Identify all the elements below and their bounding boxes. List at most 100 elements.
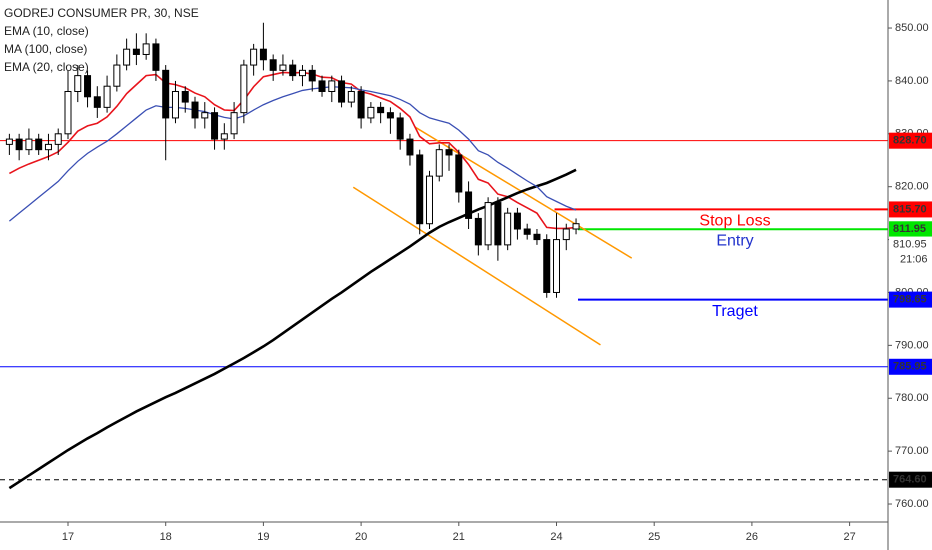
- candle-body: [54, 133, 62, 145]
- candle-body: [35, 138, 43, 151]
- level-label-box: [889, 291, 932, 308]
- level-label: 815.70: [893, 203, 927, 215]
- last-price-label: 810.95: [893, 238, 927, 250]
- candle-body: [220, 133, 228, 140]
- candle-body: [562, 228, 570, 241]
- candle-body: [533, 233, 541, 241]
- level-label-box: [889, 221, 932, 238]
- candle-body: [171, 90, 179, 119]
- candle-body: [377, 106, 385, 114]
- x-tick-label: 17: [62, 531, 74, 543]
- candle-body: [484, 202, 492, 246]
- candle-body: [425, 175, 433, 225]
- candle-body: [64, 90, 72, 135]
- candle-body: [494, 202, 502, 246]
- indicator-line: [8, 168, 577, 490]
- candle-body: [201, 112, 209, 119]
- candle-body: [553, 239, 561, 293]
- x-tick-label: 20: [355, 531, 367, 543]
- candle-body: [386, 112, 394, 119]
- candle-body: [5, 138, 13, 145]
- candle-body: [445, 149, 453, 156]
- x-tick-label: 18: [160, 531, 172, 543]
- candle-body: [230, 112, 238, 135]
- y-tick-label: 780.00: [895, 392, 929, 404]
- candle-body: [298, 69, 306, 77]
- candle-body: [93, 96, 101, 108]
- trend-line: [414, 126, 633, 259]
- y-tick-label: 770.00: [895, 445, 929, 457]
- candle-body: [357, 90, 365, 119]
- candle-body: [191, 101, 199, 119]
- level-label-box: [889, 201, 932, 218]
- candle-body: [338, 80, 346, 103]
- level-annotation: Traget: [712, 303, 758, 320]
- x-tick-label: 21: [453, 531, 465, 543]
- trend-line: [352, 186, 601, 346]
- candle-body: [15, 138, 23, 151]
- candle-body: [240, 64, 248, 114]
- level-label: 811.95: [893, 223, 926, 235]
- candle-body: [84, 75, 92, 98]
- candle-body: [25, 138, 33, 151]
- x-tick-label: 27: [843, 531, 855, 543]
- candle-body: [113, 64, 121, 87]
- candle-body: [406, 138, 414, 156]
- candle-body: [513, 212, 521, 230]
- candle-body: [132, 48, 140, 55]
- candle-body: [103, 85, 111, 108]
- candle-body: [504, 212, 512, 246]
- candle-body: [318, 80, 326, 92]
- level-label-box: [889, 471, 932, 488]
- level-label: 764.60: [893, 474, 927, 486]
- level-label-box: [889, 358, 932, 375]
- candle-body: [269, 59, 277, 71]
- candle-body: [455, 154, 463, 193]
- candle-body: [279, 64, 287, 71]
- candle-body: [74, 75, 82, 92]
- x-tick-label: 19: [257, 531, 269, 543]
- candle-body: [396, 117, 404, 140]
- y-tick-label: 820.00: [895, 181, 929, 193]
- x-tick-label: 25: [648, 531, 660, 543]
- candle-body: [152, 43, 160, 71]
- candle-body: [474, 217, 482, 246]
- candle-body: [347, 90, 355, 103]
- candle-body: [328, 80, 336, 92]
- countdown-label: 21:06: [900, 253, 928, 265]
- candle-body: [367, 106, 375, 119]
- candle-body: [308, 69, 316, 82]
- level-label-box: [889, 132, 932, 149]
- candle-body: [211, 112, 219, 140]
- x-tick-label: 26: [746, 531, 758, 543]
- candle-body: [289, 64, 297, 77]
- candle-body: [181, 90, 189, 103]
- candle-body: [162, 69, 170, 119]
- candle-body: [123, 48, 131, 66]
- indicator-line: [8, 86, 577, 222]
- candle-body: [543, 239, 551, 293]
- candle-body: [572, 223, 580, 230]
- level-annotation: Entry: [716, 232, 753, 249]
- candle-body: [465, 191, 473, 219]
- plot-area: Stop Loss Entry Traget: [0, 22, 888, 490]
- last-price-box: [889, 236, 932, 267]
- y-tick-label: 760.00: [895, 498, 929, 510]
- legend-entry: EMA (10, close): [4, 24, 89, 38]
- level-annotation: Stop Loss: [699, 213, 770, 230]
- y-tick-label: 840.00: [895, 75, 929, 87]
- candle-body: [523, 228, 531, 235]
- candle-body: [142, 43, 150, 55]
- candle-body: [416, 154, 424, 225]
- candle-body: [44, 143, 52, 151]
- x-tick-label: 24: [550, 531, 562, 543]
- candle-body: [250, 48, 258, 66]
- candle-body: [435, 149, 443, 177]
- level-label: 785.95: [893, 361, 927, 373]
- y-tick-label: 790.00: [895, 339, 929, 351]
- legend-entry: MA (100, close): [4, 42, 87, 56]
- y-tick-label: 850.00: [895, 22, 929, 34]
- level-label: 828.70: [893, 135, 927, 147]
